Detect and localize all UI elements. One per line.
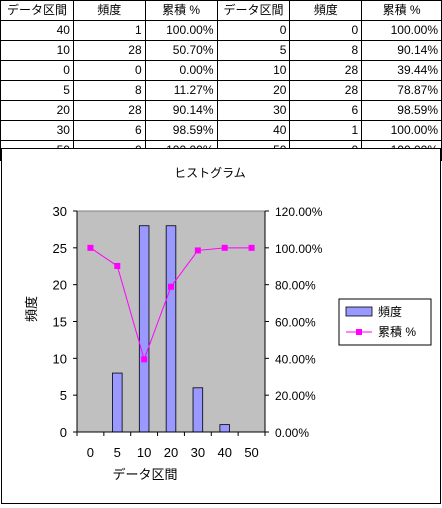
right-tick-label: 60.00% <box>275 316 316 330</box>
table-cell[interactable]: 20 <box>216 80 291 101</box>
table-row: 40 1 100.00% 0 0 100.00% <box>0 20 442 41</box>
histogram-chart: ヒストグラム 0 5 10 15 20 25 30 0.00% 20.00% 40.00% 60.… <box>24 166 432 482</box>
left-tick-label: 30 <box>53 204 67 219</box>
left-tick-label: 20 <box>53 278 67 293</box>
y-axis-label: 頻度 <box>24 296 39 322</box>
right-tick-label: 0.00% <box>275 426 309 440</box>
table-cell[interactable]: 5 <box>216 40 291 61</box>
x-tick-label: 10 <box>137 445 151 460</box>
bar <box>138 225 150 433</box>
table-row: 10 28 50.70% 5 8 90.14% <box>0 40 442 61</box>
chart-legend: 頻度 累積 % <box>338 298 432 346</box>
header-cell[interactable]: 頻度 <box>289 0 363 21</box>
x-tick-label: 30 <box>191 445 205 460</box>
cumulative-point <box>141 356 148 363</box>
table-cell[interactable]: 40 <box>0 20 74 41</box>
table-cell[interactable]: 0 <box>72 60 146 81</box>
header-cell[interactable]: 累積 % <box>361 0 442 21</box>
left-tick-label: 5 <box>60 388 67 403</box>
data-table: データ区間 頻度 累積 % データ区間 頻度 累積 % 40 1 100.00% 0 0… <box>0 0 442 161</box>
table-cell[interactable]: 30 <box>216 100 291 121</box>
table-cell[interactable]: 6 <box>72 120 146 141</box>
right-tick-label: 100.00% <box>275 242 323 256</box>
table-cell[interactable]: 100.00% <box>361 20 442 41</box>
cumulative-point <box>194 247 201 254</box>
chart-title: ヒストグラム <box>174 166 246 180</box>
x-tick-label: 40 <box>217 445 231 460</box>
table-row: 0 0 0.00% 10 28 39.44% <box>0 60 442 81</box>
x-tick-label: 20 <box>164 445 178 460</box>
chart-area[interactable]: ヒストグラム 0 5 10 15 20 25 30 0.00% 20.00% 40.00% 60.… <box>1 148 441 504</box>
bar <box>165 225 177 433</box>
table-cell[interactable]: 30 <box>0 120 74 141</box>
table-cell[interactable]: 39.44% <box>361 60 442 81</box>
table-cell[interactable]: 28 <box>289 60 363 81</box>
table-cell[interactable]: 10 <box>0 40 74 61</box>
table-cell[interactable]: 100.00% <box>144 20 218 41</box>
table-cell[interactable]: 5 <box>0 80 74 101</box>
table-cell[interactable]: 50.70% <box>144 40 218 61</box>
bar <box>112 372 123 433</box>
table-row: 5 8 11.27% 20 28 78.87% <box>0 80 442 101</box>
cumulative-point <box>248 244 255 251</box>
x-tick-label: 50 <box>244 445 258 460</box>
table-cell[interactable]: 40 <box>216 120 291 141</box>
table-cell[interactable]: 90.14% <box>361 40 442 61</box>
table-cell[interactable]: 98.59% <box>361 100 442 121</box>
table-cell[interactable]: 98.59% <box>144 120 218 141</box>
right-tick-label: 20.00% <box>275 389 316 403</box>
table-cell[interactable]: 0 <box>216 20 291 41</box>
table-cell[interactable]: 90.14% <box>144 100 218 121</box>
table-cell[interactable]: 8 <box>289 40 363 61</box>
header-cell[interactable]: データ区間 <box>0 0 74 21</box>
table-cell[interactable]: 0 <box>0 60 74 81</box>
table-cell[interactable]: 8 <box>72 80 146 101</box>
x-tick-label: 5 <box>114 445 121 460</box>
bar <box>192 387 204 433</box>
table-cell[interactable]: 1 <box>72 20 146 41</box>
right-tick-label: 80.00% <box>275 279 316 293</box>
right-tick-label: 120.00% <box>275 205 323 219</box>
cumulative-point <box>87 244 94 251</box>
table-header-row: データ区間 頻度 累積 % データ区間 頻度 累積 % <box>0 0 442 21</box>
cumulative-point <box>221 244 228 251</box>
left-tick-label: 10 <box>53 351 67 366</box>
table-cell[interactable]: 0.00% <box>144 60 218 81</box>
table-cell[interactable]: 0 <box>289 20 363 41</box>
legend-marker <box>356 329 362 335</box>
table-cell[interactable]: 28 <box>289 80 363 101</box>
bar <box>219 424 230 433</box>
header-cell[interactable]: 累積 % <box>144 0 218 21</box>
x-axis-label: データ区間 <box>112 467 177 482</box>
spreadsheet-area: データ区間 頻度 累積 % データ区間 頻度 累積 % 40 1 100.00% 0 0… <box>0 0 442 161</box>
table-cell[interactable]: 100.00% <box>361 120 442 141</box>
table-cell[interactable]: 1 <box>289 120 363 141</box>
legend-label-frequency: 頻度 <box>378 304 402 319</box>
table-cell[interactable]: 11.27% <box>144 80 218 101</box>
table-cell[interactable]: 10 <box>216 60 291 81</box>
right-tick-label: 40.00% <box>275 352 316 366</box>
table-row: 30 6 98.59% 40 1 100.00% <box>0 120 442 141</box>
legend-label-cumulative: 累積 % <box>378 324 416 339</box>
table-cell[interactable]: 78.87% <box>361 80 442 101</box>
left-tick-label: 0 <box>60 425 67 440</box>
left-tick-label: 15 <box>53 315 67 330</box>
x-tick-label: 0 <box>87 445 94 460</box>
table-cell[interactable]: 6 <box>289 100 363 121</box>
left-tick-label: 25 <box>53 241 67 256</box>
header-cell[interactable]: 頻度 <box>72 0 146 21</box>
legend-bar-swatch <box>345 306 373 317</box>
table-row: 20 28 90.14% 30 6 98.59% <box>0 100 442 121</box>
cumulative-point <box>168 283 174 290</box>
header-cell[interactable]: データ区間 <box>216 0 291 21</box>
cumulative-point <box>114 262 121 269</box>
table-cell[interactable]: 28 <box>72 100 146 121</box>
table-cell[interactable]: 28 <box>72 40 146 61</box>
table-cell[interactable]: 20 <box>0 100 74 121</box>
